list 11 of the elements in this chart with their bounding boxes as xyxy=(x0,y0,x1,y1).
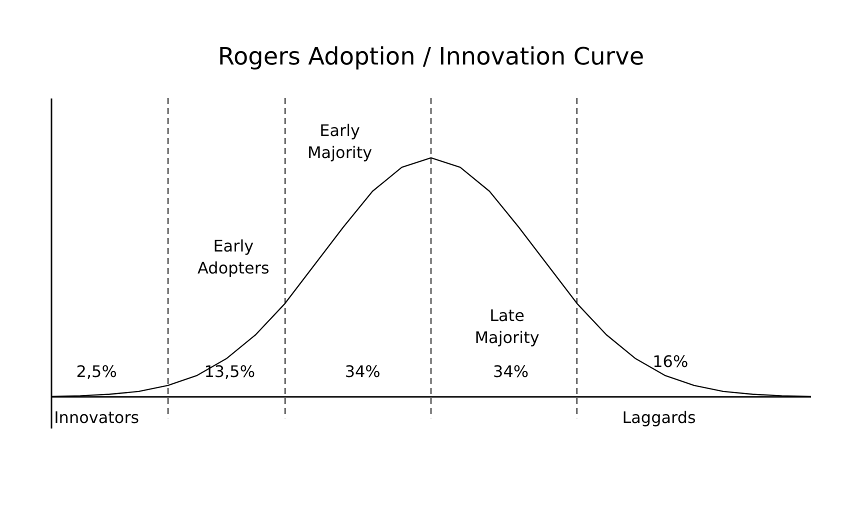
annotation: 16% xyxy=(652,352,688,371)
annotation: Early Adopters xyxy=(198,236,270,278)
annotation: 13,5% xyxy=(204,362,256,381)
text: Laggards xyxy=(622,408,696,428)
annotation: 34% xyxy=(344,362,380,381)
text: Innovators xyxy=(54,408,140,428)
chart-title: Rogers Adoption / Innovation Curve xyxy=(218,42,644,70)
annotation: 34% xyxy=(493,362,529,381)
annotation: 2,5% xyxy=(76,362,117,381)
annotation: Early Majority xyxy=(307,121,372,162)
annotation: Late Majority xyxy=(474,306,540,347)
